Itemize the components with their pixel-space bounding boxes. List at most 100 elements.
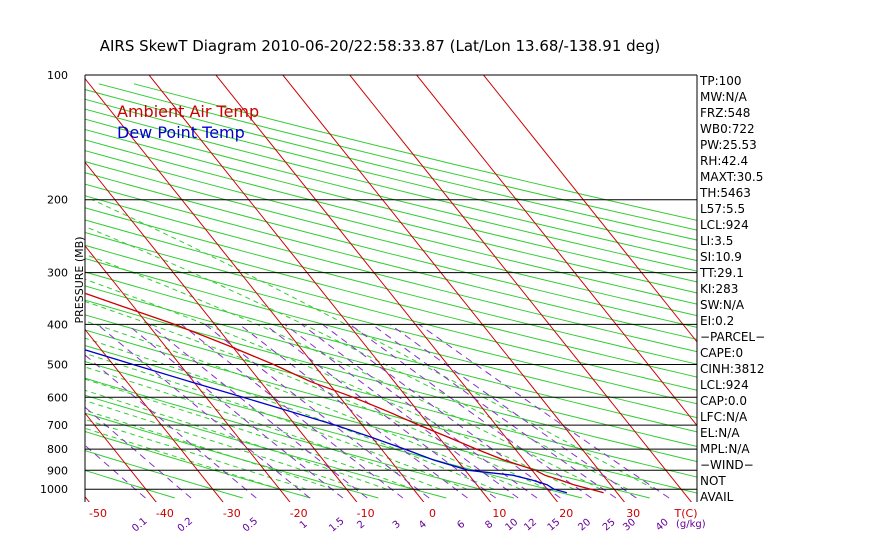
mixing-ratio-tick-label: 1 <box>298 519 310 532</box>
isotherm-line <box>482 75 697 343</box>
mixing-ratio-unit-label: (g/kg) <box>676 519 706 530</box>
isotherm-line <box>148 75 492 502</box>
isotherm-line <box>415 75 697 427</box>
mixing-ratio-tick-label: 2 <box>355 519 367 532</box>
pressure-tick-label: 700 <box>47 419 68 432</box>
dry-adiabat-line <box>85 161 697 317</box>
stability-index: CAP:0.0 <box>700 394 747 408</box>
isotherm-line <box>215 75 559 502</box>
stability-index: CINH:3812 <box>700 362 765 376</box>
stability-index: LFC:N/A <box>700 410 748 424</box>
dry-adiabat-line <box>85 183 697 340</box>
dry-adiabat-line <box>85 108 697 262</box>
bottom-temp-tick-label: -20 <box>290 507 308 520</box>
mixing-ratio-tick-label: 0.2 <box>176 516 195 535</box>
dry-adiabat-line <box>85 128 697 283</box>
moist-adiabat-line <box>85 320 521 490</box>
bottom-temp-tick-label: 10 <box>492 507 506 520</box>
stability-index: TT:29.1 <box>699 266 744 280</box>
mixing-ratio-tick-label: 6 <box>455 519 467 532</box>
stability-index: MAXT:30.5 <box>700 170 763 184</box>
pressure-tick-label: 800 <box>47 443 68 456</box>
bottom-temp-tick-label: -40 <box>156 507 174 520</box>
dry-adiabat-line <box>85 257 697 419</box>
y-axis-label: PRESSURE (MB) <box>73 237 86 324</box>
stability-index: AVAIL <box>700 490 734 504</box>
pressure-tick-label: 900 <box>47 464 68 477</box>
dry-adiabat-line <box>85 98 697 251</box>
stability-index: WB0:722 <box>700 122 755 136</box>
bottom-temp-tick-label: 20 <box>559 507 573 520</box>
dry-adiabat-line <box>85 244 697 405</box>
stability-index: KI:283 <box>700 282 738 296</box>
dry-adiabat-line <box>133 83 697 221</box>
dry-adiabat-line <box>85 285 697 448</box>
bottom-temp-tick-label: -10 <box>357 507 375 520</box>
dry-adiabat-line <box>85 314 697 478</box>
stability-index: NOT <box>700 474 726 488</box>
mixing-ratio-line <box>284 324 519 499</box>
mixing-ratio-tick-label: 40 <box>654 517 671 534</box>
mixing-ratio-tick-label: 3 <box>391 519 403 532</box>
dry-adiabat-line <box>85 172 697 328</box>
mixing-ratio-line <box>418 323 670 499</box>
stability-index: L57:5.5 <box>700 202 745 216</box>
stability-index: MW:N/A <box>700 90 748 104</box>
dry-adiabat-line <box>85 231 697 391</box>
moist-adiabat-line <box>85 378 414 490</box>
mixing-ratio-tick-label: 4 <box>417 519 429 532</box>
stability-index: LI:3.5 <box>700 234 733 248</box>
stability-index: TH:5463 <box>699 186 751 200</box>
pressure-tick-label: 200 <box>47 194 68 207</box>
moist-adiabat-line <box>85 366 441 490</box>
sounding-series <box>85 292 604 494</box>
dry-adiabat-line <box>85 450 243 499</box>
stability-index: LCL:924 <box>700 378 749 392</box>
dry-adiabat-line <box>85 207 697 365</box>
isotherm-line <box>85 412 157 502</box>
ambient-air-temp-line <box>85 292 604 494</box>
dry-adiabat-line <box>85 377 515 499</box>
moist-adiabat-line <box>85 427 280 490</box>
mixing-ratio-line <box>126 324 344 499</box>
dry-adiabat-line <box>85 150 697 305</box>
isotherm-line <box>0 70 26 507</box>
stability-index: SI:10.9 <box>700 250 742 264</box>
x-axis-label: T(C) <box>674 507 698 520</box>
stability-index: −WIND− <box>700 458 754 472</box>
axis-ticks: -50-40-30-20-100102030T(C)-120-110-100-9… <box>89 507 706 535</box>
dry-adiabat-line <box>85 469 175 499</box>
bottom-temp-tick-label: 30 <box>626 507 640 520</box>
stability-index: PW:25.53 <box>700 138 757 152</box>
moist-adiabat-line <box>85 409 334 490</box>
stability-index: FRZ:548 <box>700 106 750 120</box>
pressure-tick-label: 500 <box>47 359 68 372</box>
pressure-tick-label: 100 <box>47 69 68 82</box>
stability-index: RH:42.4 <box>700 154 748 168</box>
mixing-ratio-line <box>301 324 538 499</box>
legend-dew-point-temp: Dew Point Temp <box>117 123 245 142</box>
moist-adiabat-line <box>85 418 307 490</box>
legend-ambient-air-temp: Ambient Air Temp <box>117 102 259 121</box>
pressure-gridlines: 100 200 300 400 500 600 700 800 900 1000 <box>40 69 698 502</box>
bottom-temp-tick-label: -50 <box>89 507 107 520</box>
mixing-ratio-line <box>322 323 561 499</box>
dry-adiabat-line <box>85 412 379 499</box>
mixing-ratio-tick-label: 25 <box>601 517 618 534</box>
dry-adiabat-line <box>85 271 697 433</box>
moist-adiabat-line <box>85 226 628 490</box>
isotherm-line <box>85 77 425 502</box>
pressure-tick-label: 400 <box>47 318 68 331</box>
dry-adiabat-line <box>85 345 650 499</box>
isotherm-line <box>85 328 224 502</box>
stability-index: EI:0.2 <box>700 314 734 328</box>
bottom-temp-tick-label: 0 <box>429 507 436 520</box>
stability-index: LCL:924 <box>700 218 749 232</box>
mixing-ratio-line <box>85 354 257 499</box>
mixing-ratio-tick-label: 8 <box>483 519 495 532</box>
bottom-temp-tick-label: -30 <box>223 507 241 520</box>
dry-adiabat-line <box>85 361 583 499</box>
dew-point-temp-line <box>85 349 568 494</box>
mixing-ratio-line <box>389 323 637 499</box>
